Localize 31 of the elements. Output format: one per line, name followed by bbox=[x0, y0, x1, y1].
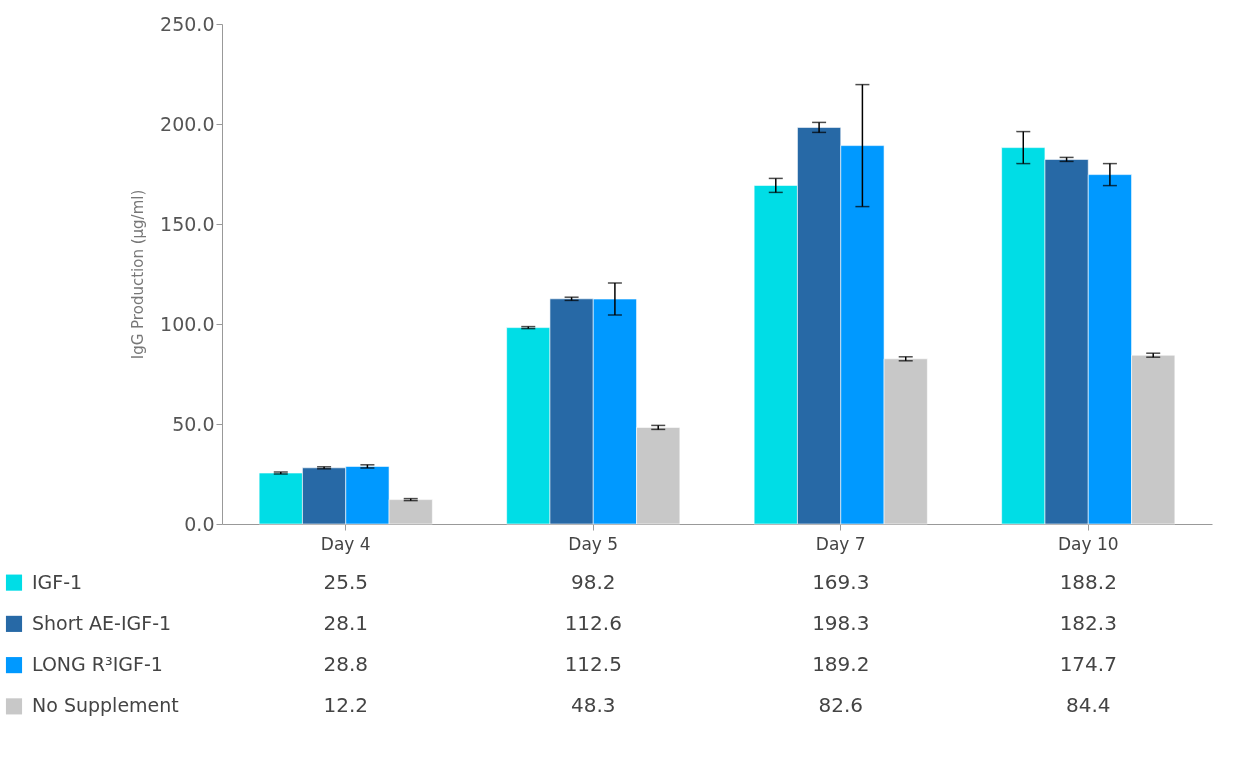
y-tick-label: 250.0 bbox=[160, 12, 215, 35]
y-tick-label: 150.0 bbox=[160, 212, 215, 235]
data-label: 188.2 bbox=[1059, 569, 1117, 594]
data-label: 174.7 bbox=[1059, 652, 1117, 677]
legend-label: No Supplement bbox=[32, 694, 179, 717]
data-label: 25.5 bbox=[323, 569, 369, 594]
data-label: 12.2 bbox=[323, 693, 369, 718]
y-tick-label: 100.0 bbox=[160, 312, 215, 335]
legend-label: Short AE-IGF-1 bbox=[32, 611, 172, 634]
data-label: 198.3 bbox=[812, 610, 870, 635]
legend-label: IGF-1 bbox=[32, 570, 83, 593]
data-label: 98.2 bbox=[570, 569, 616, 594]
data-label: 28.8 bbox=[323, 652, 369, 677]
data-label: 112.5 bbox=[564, 652, 622, 677]
data-label: 182.3 bbox=[1059, 610, 1117, 635]
x-tick-label: Day 10 bbox=[1057, 533, 1119, 554]
data-label: 112.6 bbox=[564, 610, 622, 635]
data-label: 28.1 bbox=[323, 610, 369, 635]
y-tick-label: 200.0 bbox=[160, 112, 215, 135]
y-axis-title: IgG Production (µg/ml) bbox=[129, 189, 148, 360]
data-label: 84.4 bbox=[1065, 693, 1111, 718]
legend-label: LONG R³IGF-1 bbox=[32, 653, 163, 676]
data-label: 189.2 bbox=[812, 652, 870, 677]
y-tick-label: 50.0 bbox=[172, 412, 215, 435]
y-tick-label: 0.0 bbox=[184, 512, 215, 535]
x-tick-label: Day 5 bbox=[568, 533, 619, 554]
data-label: 48.3 bbox=[570, 693, 616, 718]
x-tick-label: Day 7 bbox=[815, 533, 866, 554]
data-label: 82.6 bbox=[818, 693, 864, 718]
data-label: 169.3 bbox=[812, 569, 870, 594]
x-tick-label: Day 4 bbox=[320, 533, 371, 554]
